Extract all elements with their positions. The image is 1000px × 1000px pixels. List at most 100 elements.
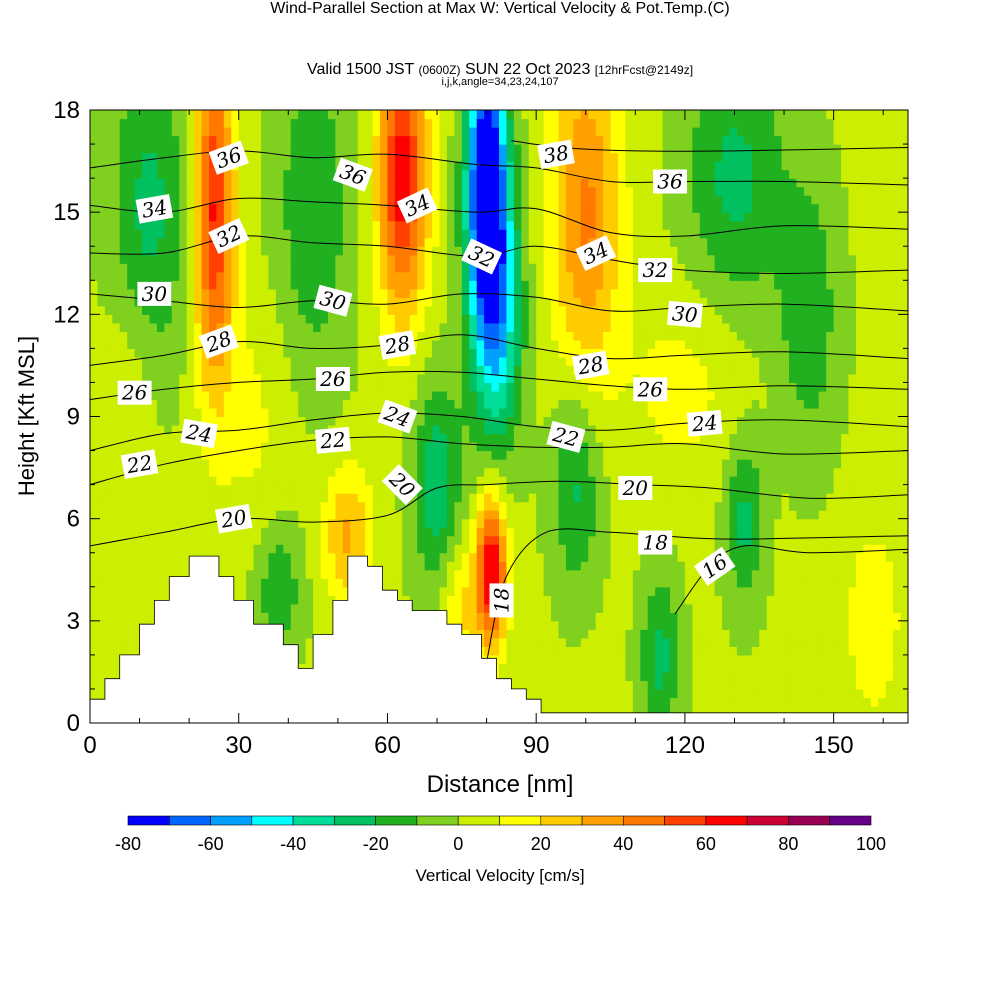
w-cell (484, 118, 493, 128)
w-cell (313, 110, 322, 120)
w-cell (119, 271, 128, 281)
w-cell (491, 561, 500, 571)
w-cell (476, 629, 485, 639)
w-cell (275, 144, 284, 154)
w-cell (558, 229, 567, 239)
w-cell (536, 493, 545, 503)
w-cell (558, 646, 567, 656)
w-cell (461, 390, 470, 401)
w-cell (528, 433, 537, 443)
w-cell (142, 271, 151, 281)
w-cell (164, 118, 173, 128)
w-cell (97, 110, 106, 120)
w-cell (171, 331, 180, 341)
w-cell (194, 263, 203, 273)
w-cell (164, 263, 173, 273)
w-cell (409, 450, 418, 460)
w-cell (551, 663, 560, 673)
w-cell (313, 561, 322, 571)
w-cell (417, 578, 426, 588)
w-cell (335, 561, 344, 571)
w-cell (119, 646, 128, 656)
w-cell (573, 212, 582, 222)
w-cell (298, 203, 307, 213)
w-cell (484, 382, 493, 392)
w-cell (595, 433, 604, 443)
w-cell (246, 365, 255, 375)
w-cell (164, 586, 173, 596)
w-cell (223, 493, 232, 503)
w-cell (476, 331, 485, 341)
w-cell (134, 373, 143, 384)
w-cell (261, 493, 270, 503)
w-cell (253, 135, 262, 145)
w-cell (387, 442, 396, 452)
w-cell (149, 322, 158, 332)
w-cell (320, 135, 329, 145)
w-cell (454, 305, 463, 315)
w-cell (268, 476, 277, 486)
w-cell (327, 220, 336, 230)
w-cell (327, 416, 336, 426)
w-cell (290, 603, 299, 613)
w-cell (446, 603, 455, 613)
w-cell (201, 356, 210, 367)
w-cell (476, 450, 485, 460)
w-cell (461, 535, 470, 545)
w-cell (313, 552, 322, 562)
w-cell (194, 246, 203, 256)
w-cell (112, 407, 121, 418)
w-cell (558, 365, 567, 375)
w-cell (186, 339, 195, 349)
w-cell (595, 705, 604, 716)
w-cell (424, 382, 433, 392)
w-cell (595, 152, 604, 162)
w-cell (543, 544, 552, 554)
w-cell (90, 212, 99, 222)
w-cell (112, 620, 121, 630)
w-cell (521, 186, 530, 196)
w-cell (112, 552, 121, 562)
w-cell (231, 178, 240, 188)
w-cell (536, 212, 545, 222)
w-cell (528, 263, 537, 273)
w-cell (127, 620, 136, 630)
w-cell (387, 127, 396, 137)
w-cell (283, 467, 292, 477)
w-cell (558, 476, 567, 486)
w-cell (261, 612, 270, 622)
w-cell (446, 110, 455, 120)
w-cell (402, 356, 411, 367)
w-cell (171, 280, 180, 290)
w-cell (506, 535, 515, 545)
w-cell (484, 569, 493, 579)
w-cell (335, 322, 344, 332)
w-cell (469, 595, 478, 605)
w-cell (387, 288, 396, 298)
w-cell (432, 246, 441, 256)
w-cell (543, 450, 552, 460)
w-cell (588, 459, 597, 469)
w-cell (595, 416, 604, 426)
w-cell (513, 195, 522, 205)
w-cell (290, 390, 299, 401)
w-cell (290, 425, 299, 435)
w-cell (313, 578, 322, 588)
w-cell (387, 152, 396, 162)
w-cell (461, 314, 470, 324)
w-cell (97, 297, 106, 307)
w-cell (394, 518, 403, 528)
w-cell (327, 178, 336, 188)
w-cell (238, 484, 247, 494)
w-cell (134, 186, 143, 196)
w-cell (380, 578, 389, 588)
w-cell (565, 161, 574, 171)
w-cell (484, 510, 493, 520)
w-cell (565, 263, 574, 273)
w-cell (551, 552, 560, 562)
w-cell (253, 399, 262, 409)
w-cell (469, 390, 478, 401)
w-cell (156, 569, 165, 579)
w-cell (149, 569, 158, 579)
w-cell (521, 144, 530, 154)
